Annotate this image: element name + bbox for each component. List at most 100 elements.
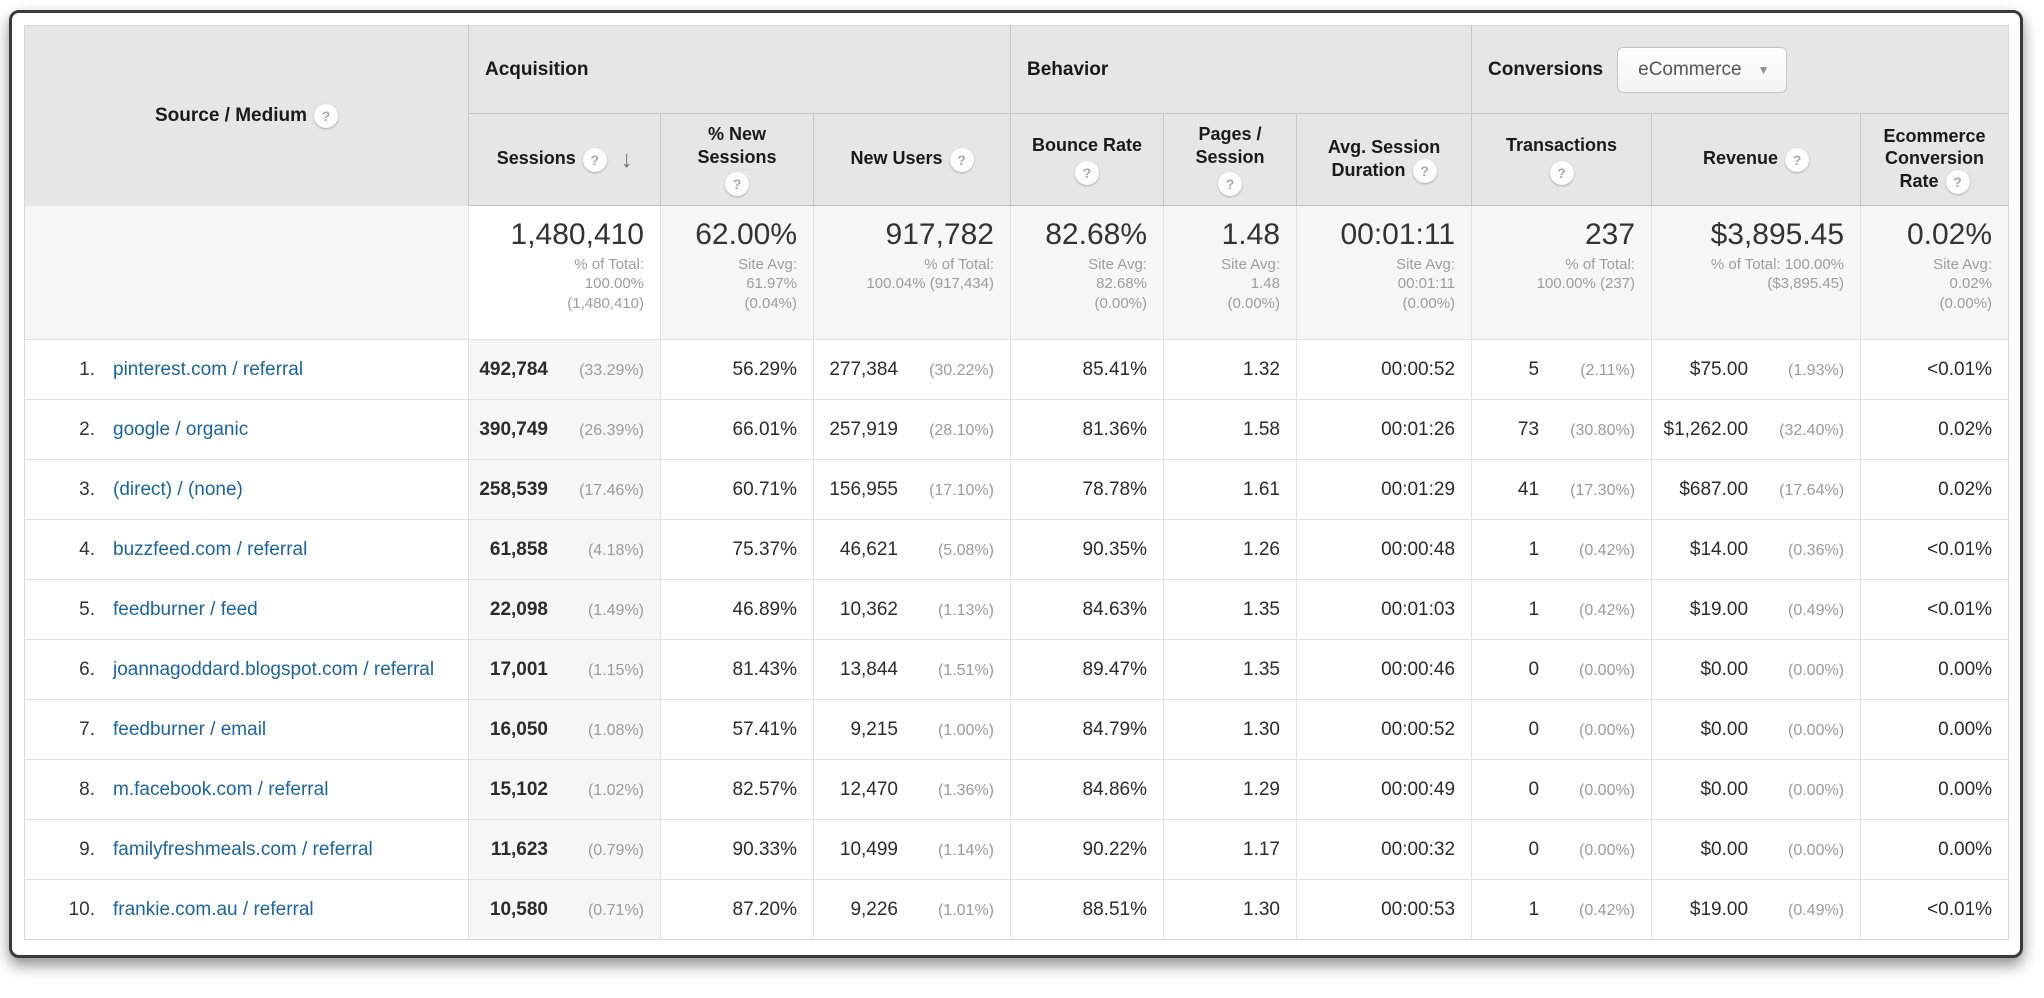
help-icon[interactable]: ? — [582, 147, 607, 172]
column-header-pct-new-sessions[interactable]: % New Sessions? — [660, 113, 814, 206]
source-cell: 6. joannagoddard.blogspot.com / referral — [24, 639, 469, 700]
pct-new-sessions-cell: 60.71% — [660, 459, 814, 520]
conversion-rate-cell: <0.01% — [1860, 579, 2009, 640]
sessions-cell: 11,623 (0.79%) — [468, 819, 661, 880]
transactions-cell: 0 (0.00%) — [1471, 759, 1652, 820]
source-medium-link[interactable]: familyfreshmeals.com / referral — [113, 838, 373, 860]
new-users-cell: 9,215 (1.00%) — [813, 699, 1011, 760]
help-icon[interactable]: ? — [949, 147, 974, 172]
column-header-bounce-rate[interactable]: Bounce Rate? — [1010, 113, 1164, 206]
table-row: 7. feedburner / email 16,050 (1.08%) 57.4… — [24, 699, 2009, 760]
help-icon[interactable]: ? — [725, 172, 749, 196]
sessions-cell: 16,050 (1.08%) — [468, 699, 661, 760]
new-users-cell: 46,621 (5.08%) — [813, 519, 1011, 580]
avg-session-duration-cell: 00:00:48 — [1295, 519, 1472, 580]
transactions-cell: 5 (2.11%) — [1471, 339, 1652, 400]
source-cell: 7. feedburner / email — [24, 699, 469, 760]
source-cell: 9. familyfreshmeals.com / referral — [24, 819, 469, 880]
screenshot-frame: Source / Medium? Acquisition Behavior Co… — [9, 10, 2023, 958]
source-medium-link[interactable]: buzzfeed.com / referral — [113, 538, 308, 560]
source-medium-link[interactable]: feedburner / feed — [113, 598, 258, 620]
column-header-revenue[interactable]: Revenue? — [1651, 113, 1861, 206]
table-row: 8. m.facebook.com / referral 15,102 (1.02… — [24, 759, 2009, 820]
avg-session-duration-cell: 00:00:52 — [1295, 339, 1472, 400]
bounce-rate-cell: 78.78% — [1010, 459, 1164, 520]
source-medium-link[interactable]: frankie.com.au / referral — [113, 898, 314, 920]
table-row: 1. pinterest.com / referral 492,784 (33.2… — [24, 339, 2009, 400]
avg-session-duration-cell: 00:00:46 — [1295, 639, 1472, 700]
row-index: 8. — [79, 778, 95, 800]
new-users-cell: 13,844 (1.51%) — [813, 639, 1011, 700]
source-medium-link[interactable]: google / organic — [113, 418, 249, 440]
revenue-cell: $14.00 (0.36%) — [1651, 519, 1861, 580]
column-header-row: Sessions? ↓ % New Sessions? New Users? Bo… — [25, 113, 2009, 206]
sort-desc-icon: ↓ — [620, 146, 633, 173]
group-header-row: Source / Medium? Acquisition Behavior Co… — [24, 25, 2009, 206]
sessions-cell: 10,580 (0.71%) — [468, 879, 661, 940]
column-header-sessions[interactable]: Sessions? ↓ — [468, 113, 661, 206]
column-header-source-medium[interactable]: Source / Medium? — [24, 25, 469, 206]
table-row: 10. frankie.com.au / referral 10,580 (0.7… — [24, 879, 2009, 940]
sessions-cell: 15,102 (1.02%) — [468, 759, 661, 820]
source-medium-link[interactable]: joannagoddard.blogspot.com / referral — [113, 658, 435, 680]
pct-new-sessions-cell: 66.01% — [660, 399, 814, 460]
pct-new-sessions-cell: 81.43% — [660, 639, 814, 700]
sessions-cell: 492,784 (33.29%) — [468, 339, 661, 400]
help-icon[interactable]: ? — [1549, 160, 1574, 185]
column-header-pages-session[interactable]: Pages / Session? — [1163, 113, 1297, 206]
source-cell: 4. buzzfeed.com / referral — [24, 519, 469, 580]
source-medium-link[interactable]: feedburner / email — [113, 718, 267, 740]
bounce-rate-cell: 84.79% — [1010, 699, 1164, 760]
help-icon[interactable]: ? — [314, 103, 339, 128]
table-row: 4. buzzfeed.com / referral 61,858 (4.18%)… — [24, 519, 2009, 580]
conversion-rate-cell: 0.00% — [1860, 759, 2009, 820]
sessions-cell: 61,858 (4.18%) — [468, 519, 661, 580]
new-users-cell: 10,499 (1.14%) — [813, 819, 1011, 880]
avg-session-duration-cell: 00:00:32 — [1295, 819, 1472, 880]
bounce-rate-cell: 84.63% — [1010, 579, 1164, 640]
help-icon[interactable]: ? — [1945, 170, 1970, 195]
source-medium-table: Source / Medium? Acquisition Behavior Co… — [24, 25, 2010, 940]
acquisition-label: Acquisition — [485, 58, 589, 80]
source-cell: 1. pinterest.com / referral — [24, 339, 469, 400]
help-icon[interactable]: ? — [1412, 158, 1437, 183]
totals-transactions: 237% of Total: 100.00% (237) — [1471, 205, 1652, 340]
pages-session-cell: 1.30 — [1163, 699, 1297, 760]
conversions-dropdown-value: eCommerce — [1638, 58, 1742, 80]
bounce-rate-cell: 89.47% — [1010, 639, 1164, 700]
source-medium-label: Source / Medium — [154, 104, 308, 126]
avg-session-duration-cell: 00:01:03 — [1295, 579, 1472, 640]
bounce-rate-cell: 85.41% — [1010, 339, 1164, 400]
sessions-cell: 22,098 (1.49%) — [468, 579, 661, 640]
source-medium-link[interactable]: (direct) / (none) — [113, 478, 243, 500]
column-header-transactions[interactable]: Transactions? — [1471, 113, 1652, 206]
totals-ecommerce-conversion-rate: 0.02% Site Avg: 0.02% (0.00%) — [1860, 205, 2009, 340]
table-row: 9. familyfreshmeals.com / referral 11,62… — [24, 819, 2009, 880]
row-index: 2. — [79, 418, 95, 440]
revenue-cell: $0.00 (0.00%) — [1651, 699, 1861, 760]
pages-session-cell: 1.32 — [1163, 339, 1297, 400]
row-index: 3. — [79, 478, 95, 500]
conversion-rate-cell: <0.01% — [1860, 339, 2009, 400]
totals-revenue: $3,895.45% of Total: 100.00% ($3,895.45) — [1651, 205, 1861, 340]
totals-avg-session-duration: 00:01:11 Site Avg: 00:01:11 (0.00%) — [1295, 205, 1472, 340]
conversions-goal-dropdown[interactable]: eCommerce ▼ — [1617, 46, 1787, 93]
column-header-avg-session-duration[interactable]: Avg. Session Duration? — [1295, 113, 1472, 206]
help-icon[interactable]: ? — [1075, 160, 1099, 185]
source-medium-link[interactable]: m.facebook.com / referral — [113, 778, 329, 800]
revenue-cell: $0.00 (0.00%) — [1651, 639, 1861, 700]
column-header-new-users[interactable]: New Users? — [813, 113, 1011, 206]
source-medium-link[interactable]: pinterest.com / referral — [113, 358, 304, 380]
chevron-down-icon: ▼ — [1757, 62, 1770, 77]
source-cell: 5. feedburner / feed — [24, 579, 469, 640]
column-header-ecommerce-conversion-rate[interactable]: Ecommerce Conversion Rate? — [1860, 113, 2009, 206]
pct-new-sessions-cell: 90.33% — [660, 819, 814, 880]
conversion-rate-cell: <0.01% — [1860, 879, 2009, 940]
row-index: 9. — [79, 838, 95, 860]
group-header-acquisition: Acquisition — [468, 25, 1011, 114]
help-icon[interactable]: ? — [1218, 172, 1242, 196]
table-row: 5. feedburner / feed 22,098 (1.49%) 46.89… — [24, 579, 2009, 640]
transactions-cell: 0 (0.00%) — [1471, 819, 1652, 880]
help-icon[interactable]: ? — [1785, 147, 1810, 172]
pages-session-cell: 1.35 — [1163, 639, 1297, 700]
